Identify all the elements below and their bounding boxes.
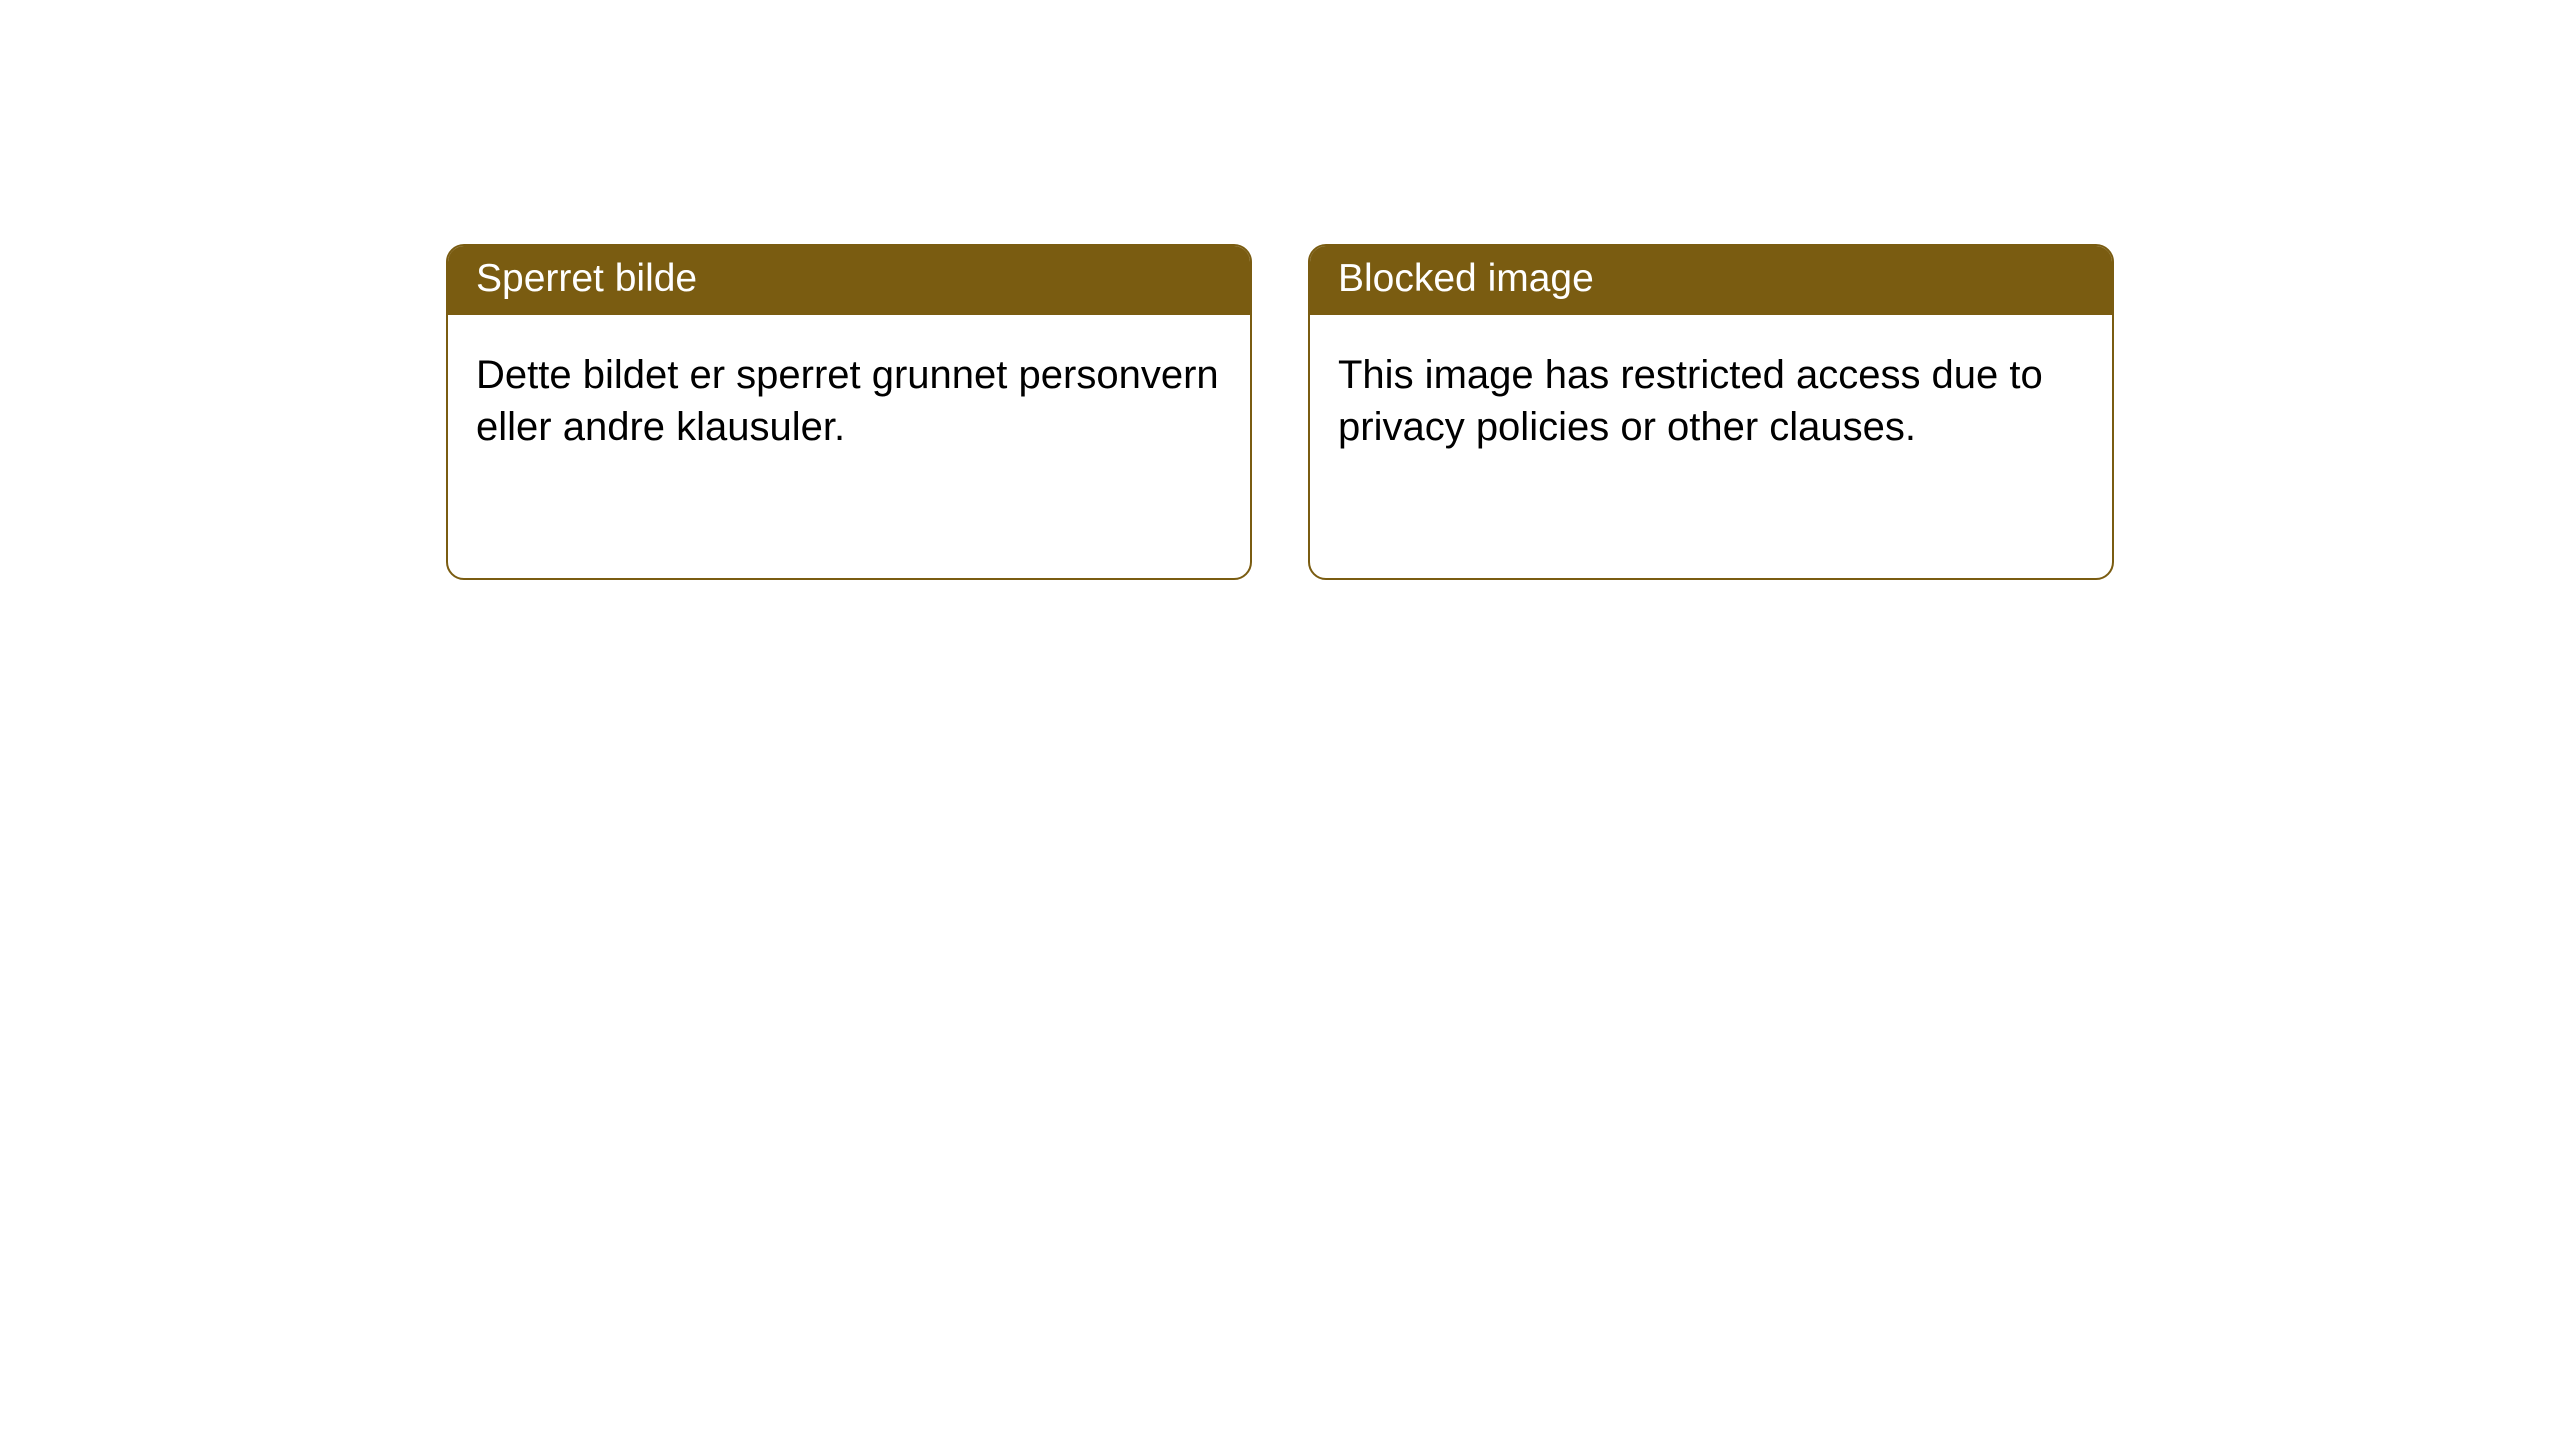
notice-container: Sperret bilde Dette bildet er sperret gr…	[0, 0, 2560, 580]
card-body-en: This image has restricted access due to …	[1310, 315, 2112, 487]
blocked-image-card-no: Sperret bilde Dette bildet er sperret gr…	[446, 244, 1252, 580]
card-body-no: Dette bildet er sperret grunnet personve…	[448, 315, 1250, 487]
card-header-no: Sperret bilde	[448, 246, 1250, 315]
card-header-en: Blocked image	[1310, 246, 2112, 315]
blocked-image-card-en: Blocked image This image has restricted …	[1308, 244, 2114, 580]
